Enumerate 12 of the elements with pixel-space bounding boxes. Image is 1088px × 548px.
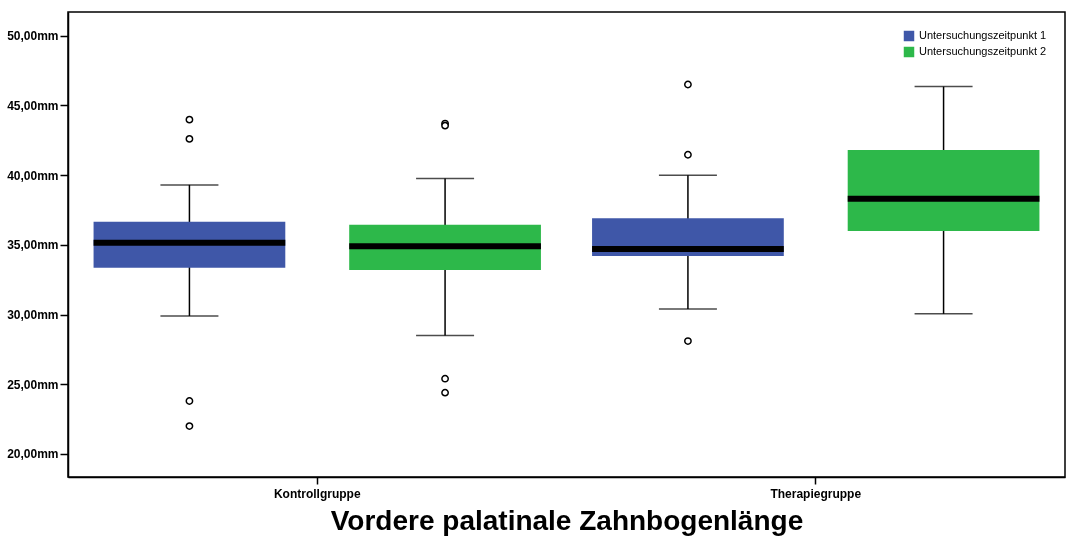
- y-tick-label: 50,00mm: [7, 29, 59, 44]
- y-tick-label: 25,00mm: [7, 377, 59, 392]
- x-tick-label: Kontrollgruppe: [273, 486, 361, 501]
- y-tick-label: 35,00mm: [7, 238, 59, 253]
- x-tick-label: Therapiegruppe: [770, 486, 862, 501]
- x-axis-title: Vordere palatinale Zahnbogenlänge: [330, 504, 804, 536]
- y-tick-label: 40,00mm: [7, 168, 59, 183]
- y-tick-label: 20,00mm: [7, 447, 59, 462]
- legend-label: Untersuchungszeitpunkt 2: [919, 45, 1047, 57]
- legend-label: Untersuchungszeitpunkt 1: [919, 29, 1047, 41]
- y-tick-label: 45,00mm: [7, 98, 59, 113]
- y-tick-label: 30,00mm: [7, 308, 59, 323]
